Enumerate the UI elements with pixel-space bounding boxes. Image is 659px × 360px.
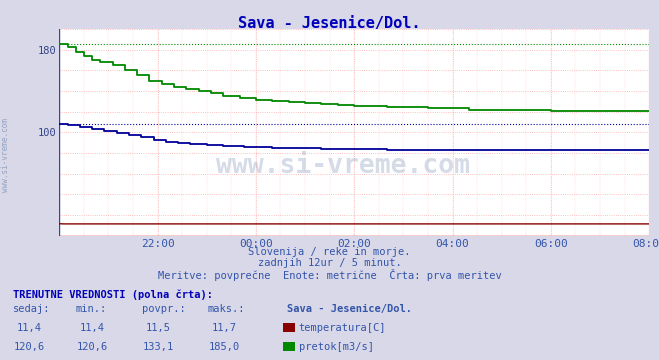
Text: povpr.:: povpr.: <box>142 304 185 314</box>
Text: TRENUTNE VREDNOSTI (polna črta):: TRENUTNE VREDNOSTI (polna črta): <box>13 290 213 300</box>
Text: 133,1: 133,1 <box>142 342 174 352</box>
Text: 11,7: 11,7 <box>212 323 237 333</box>
Text: Sava - Jesenice/Dol.: Sava - Jesenice/Dol. <box>287 304 412 314</box>
Text: Meritve: povprečne  Enote: metrične  Črta: prva meritev: Meritve: povprečne Enote: metrične Črta:… <box>158 269 501 281</box>
Text: Slovenija / reke in morje.: Slovenija / reke in morje. <box>248 247 411 257</box>
Text: www.si-vreme.com: www.si-vreme.com <box>1 118 10 192</box>
Text: sedaj:: sedaj: <box>13 304 51 314</box>
Text: 11,4: 11,4 <box>80 323 105 333</box>
Text: 120,6: 120,6 <box>76 342 108 352</box>
Text: zadnjih 12ur / 5 minut.: zadnjih 12ur / 5 minut. <box>258 258 401 268</box>
Text: Sava - Jesenice/Dol.: Sava - Jesenice/Dol. <box>239 16 420 31</box>
Text: 120,6: 120,6 <box>14 342 45 352</box>
Text: min.:: min.: <box>76 304 107 314</box>
Text: 11,4: 11,4 <box>17 323 42 333</box>
Text: 185,0: 185,0 <box>208 342 240 352</box>
Text: pretok[m3/s]: pretok[m3/s] <box>299 342 374 352</box>
Text: maks.:: maks.: <box>208 304 245 314</box>
Text: www.si-vreme.com: www.si-vreme.com <box>215 153 470 179</box>
Text: 11,5: 11,5 <box>146 323 171 333</box>
Text: temperatura[C]: temperatura[C] <box>299 323 386 333</box>
